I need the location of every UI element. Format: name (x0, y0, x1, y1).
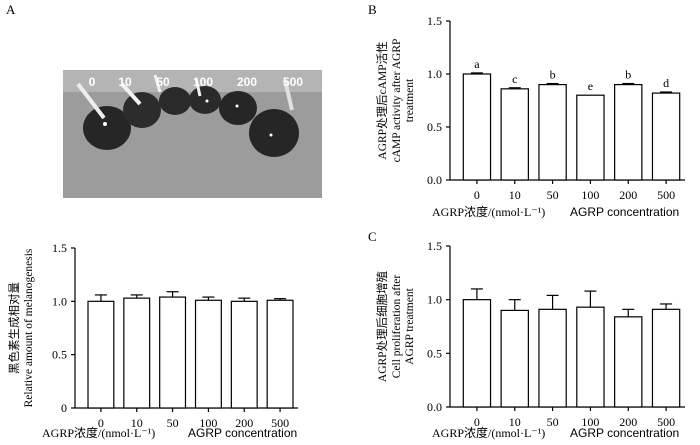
glint-4 (269, 133, 273, 137)
bar (651, 92, 681, 181)
bar (123, 297, 151, 409)
chart-melanogenesis: 0 0.5 1.0 1.5 0 10 50 100 200 500 AGRP浓度/(nmol·L⁻¹… (7, 241, 298, 440)
x-tick-label: 0 (98, 416, 104, 430)
x-axis-label-en: AGRP concentration (570, 426, 679, 440)
x-tick-label: 50 (547, 188, 559, 202)
tube-50 (159, 87, 191, 115)
x-tick-label: 500 (271, 416, 289, 430)
bar (266, 299, 294, 409)
tube-label-200: 200 (237, 75, 257, 89)
bar (500, 309, 529, 408)
x-axis-label-cn: AGRP浓度/(nmol·L⁻¹) (432, 425, 545, 440)
significance-letter: b (550, 68, 556, 82)
bar (462, 299, 492, 408)
x-tick-label: 200 (619, 415, 637, 429)
tube-label-0: 0 (89, 75, 96, 89)
reflection-2 (120, 82, 142, 106)
y-axis-label-en-line2: AGRP treatment (404, 287, 416, 364)
y-tick-label: 0.5 (427, 346, 442, 360)
panel-letter-b: B (368, 2, 377, 17)
glint-2 (205, 99, 209, 103)
y-tick-label: 1.0 (427, 293, 442, 307)
tube-label-500: 500 (283, 75, 303, 89)
tube-0 (83, 106, 131, 150)
x-tick-label: 100 (199, 416, 217, 430)
bar (576, 306, 605, 408)
y-tick-label: 1.0 (52, 294, 67, 308)
bar (230, 300, 258, 409)
bar (576, 94, 605, 181)
panel-letter-c: C (368, 229, 377, 244)
bar (194, 299, 222, 409)
x-tick-label: 50 (547, 415, 559, 429)
glint-3 (235, 104, 239, 108)
x-axis-label-en: AGRP concentration (188, 426, 297, 440)
significance-letter: b (625, 68, 631, 82)
y-tick-label: 0.5 (427, 120, 442, 134)
significance-letter: e (588, 79, 593, 93)
x-tick-label: 0 (474, 415, 480, 429)
x-tick-label: 10 (509, 415, 521, 429)
y-axis-label-en: Relative amount of melanogenesis (23, 248, 35, 407)
y-axis-label-en-line2: treatment (404, 78, 416, 122)
x-axis-label-en: AGRP concentration (570, 205, 679, 219)
x-tick-label: 200 (619, 188, 637, 202)
panel-letter-a: A (6, 2, 16, 17)
significance-letter: d (663, 76, 669, 90)
significance-letter: c (512, 72, 517, 86)
bar (159, 296, 187, 409)
reflection-1 (76, 82, 106, 120)
x-tick-label: 10 (509, 188, 521, 202)
reflection-5 (283, 79, 294, 111)
tube-label-50: 50 (156, 75, 170, 89)
chart-camp-activity: 0.0 0.5 1.0 1.5 a 0 c 10 b 50 e 100 b 200 d 500 AGRP浓度/(… (375, 14, 685, 219)
bar (462, 73, 492, 181)
tube-100 (189, 86, 221, 114)
bar (614, 83, 643, 181)
y-tick-label: 0.5 (52, 348, 67, 362)
x-tick-label: 100 (581, 188, 599, 202)
x-tick-label: 500 (657, 415, 675, 429)
tube-200 (219, 91, 257, 125)
y-tick-label: 1.5 (427, 239, 442, 253)
reflection-3 (153, 74, 162, 93)
x-tick-label: 10 (131, 416, 143, 430)
y-axis-label-cn: AGRP处理后cAMP活性 (375, 41, 389, 159)
y-tick-label: 1.5 (427, 14, 442, 28)
x-axis-label-cn: AGRP浓度/(nmol·L⁻¹) (432, 204, 545, 219)
y-tick-label: 0 (61, 401, 67, 415)
tube-10 (123, 92, 161, 128)
x-tick-label: 0 (474, 188, 480, 202)
x-axis-label-cn: AGRP浓度/(nmol·L⁻¹) (42, 425, 155, 440)
bar (614, 316, 643, 408)
tube-label-10: 10 (118, 75, 132, 89)
tube-500 (249, 109, 299, 157)
x-tick-label: 100 (581, 415, 599, 429)
bar (651, 308, 681, 408)
chart-cell-proliferation: 0.0 0.5 1.0 1.5 0 10 50 100 200 500 AGRP浓度/(nmol·L… (375, 239, 685, 440)
reflection-4 (194, 77, 202, 97)
y-axis-label-cn: AGRP处理后细胞增殖 (375, 270, 389, 382)
photo-highlight (63, 70, 322, 92)
y-axis-label-en: Cell proliferation after (391, 275, 403, 379)
x-tick-label: 500 (657, 188, 675, 202)
tube-photo: 0 10 50 100 200 500 (63, 70, 322, 198)
glint-1 (103, 122, 107, 126)
y-tick-label: 0.0 (427, 173, 442, 187)
tube-label-100: 100 (193, 75, 213, 89)
bar (538, 308, 567, 408)
y-tick-label: 1.0 (427, 67, 442, 81)
y-tick-label: 1.5 (52, 241, 67, 255)
bar (87, 300, 115, 409)
y-axis-label-en: cAMP activity after AGRP (391, 39, 403, 163)
y-axis-label-cn: 黑色素生成相对量 (7, 282, 21, 374)
bar (500, 88, 529, 181)
x-tick-label: 200 (235, 416, 253, 430)
significance-letter: a (474, 57, 480, 71)
x-tick-label: 50 (167, 416, 179, 430)
y-tick-label: 0.0 (427, 400, 442, 414)
bar (538, 83, 567, 181)
